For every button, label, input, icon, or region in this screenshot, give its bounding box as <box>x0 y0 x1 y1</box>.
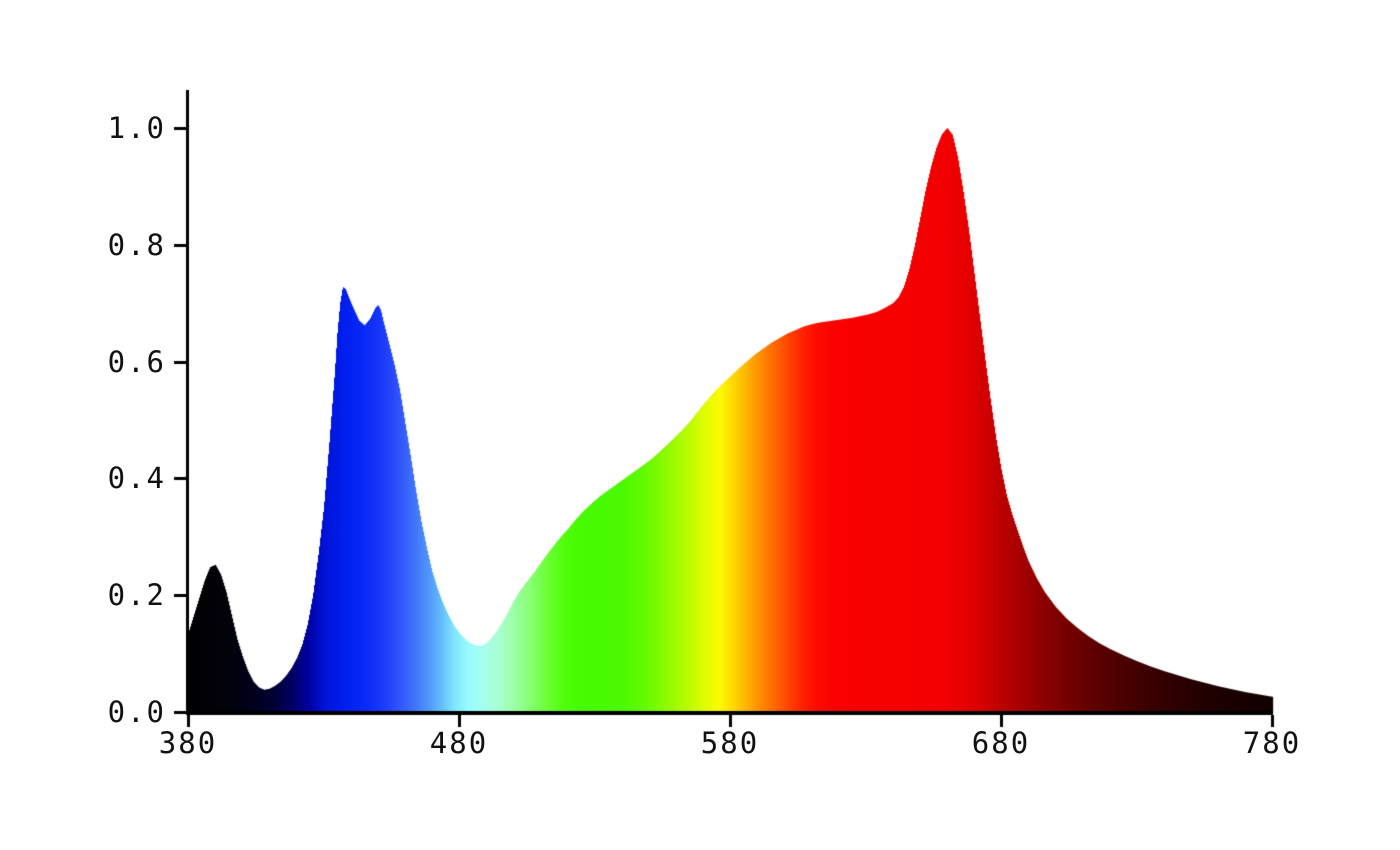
y-tick-label-0.6: 0.6 <box>107 344 166 379</box>
x-tick-label-380: 380 <box>158 726 218 760</box>
x-tick-label-780: 780 <box>1242 726 1302 760</box>
y-tick-label-0.0: 0.0 <box>107 695 166 729</box>
x-tick-label-680: 680 <box>971 726 1031 760</box>
x-tick-label-580: 580 <box>700 726 760 760</box>
y-tick-label-0.2: 0.2 <box>107 578 166 613</box>
y-tick-label-1.0: 1.0 <box>107 111 166 145</box>
y-tick-label-0.4: 0.4 <box>107 461 166 496</box>
x-tick-label-480: 480 <box>429 726 489 760</box>
y-tick-label-0.8: 0.8 <box>107 227 166 262</box>
